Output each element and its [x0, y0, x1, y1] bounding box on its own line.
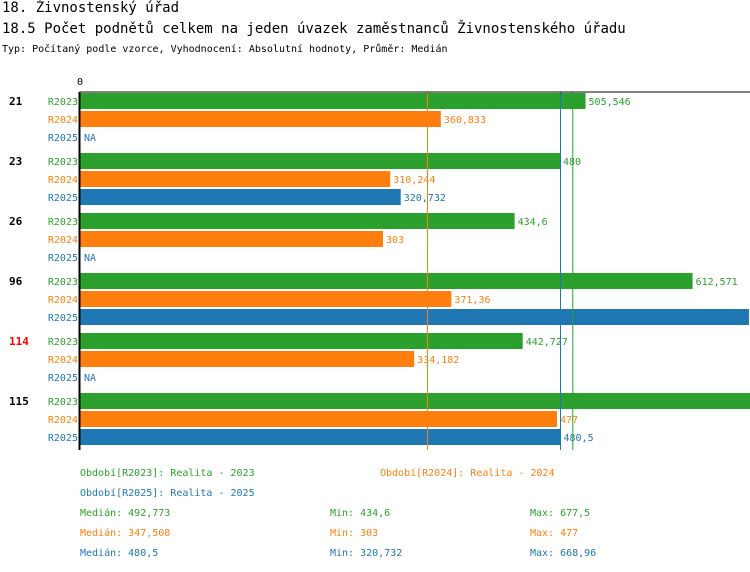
- group-label: 23: [9, 155, 22, 168]
- stat-min-r2025: Min: 320,732: [330, 548, 403, 559]
- series-label: R2023: [48, 337, 78, 348]
- series-label: R2023: [48, 97, 78, 108]
- bar-value-label: 477: [560, 415, 578, 426]
- series-label: R2023: [48, 217, 78, 228]
- bar-r2024: [80, 351, 415, 367]
- bar-r2025: [80, 429, 561, 445]
- bar-value-label: 310,244: [393, 175, 435, 186]
- group-label: 114: [9, 335, 29, 348]
- bar-value-label: 505,546: [589, 97, 631, 108]
- bar-value-label: 371,36: [454, 295, 490, 306]
- bar-r2025: [80, 309, 749, 325]
- stat-median-r2023: Medián: 492,773: [80, 508, 171, 519]
- stat-min-r2024: Min: 303: [330, 528, 379, 539]
- bar-value-label: 303: [386, 235, 404, 246]
- bar-r2023: [80, 93, 586, 109]
- bar-value-label: 480: [563, 157, 581, 168]
- x-axis-zero-tick: 0: [77, 77, 83, 88]
- series-label: R2025: [48, 373, 78, 384]
- bar-r2025: [80, 189, 401, 205]
- legend-entry-r2024: Období[R2024]: Realita - 2024: [380, 468, 555, 479]
- series-label: R2025: [48, 133, 78, 144]
- bar-r2024: [80, 171, 391, 187]
- series-label: R2025: [48, 193, 78, 204]
- legend-entry-r2025: Období[R2025]: Realita - 2025: [80, 488, 255, 499]
- group-label: 21: [9, 95, 23, 108]
- bar-r2024: [80, 411, 557, 427]
- series-label: R2023: [48, 277, 78, 288]
- bar-value-label: NA: [84, 373, 96, 384]
- bar-value-label: NA: [84, 133, 96, 144]
- stat-max-r2023: Max: 677,5: [530, 508, 591, 519]
- bar-r2023: [80, 213, 515, 229]
- group-label: 96: [9, 275, 23, 288]
- bar-value-label: 334,182: [417, 355, 459, 366]
- series-label: R2024: [48, 115, 78, 126]
- series-label: R2024: [48, 175, 78, 186]
- bar-value-label: 480,5: [564, 433, 594, 444]
- series-label: R2025: [48, 253, 78, 264]
- stat-min-r2023: Min: 434,6: [330, 508, 391, 519]
- bar-r2023: [80, 153, 560, 169]
- series-label: R2025: [48, 313, 78, 324]
- bar-r2024: [80, 111, 441, 127]
- bar-r2023: [80, 393, 750, 409]
- bar-r2024: [80, 291, 452, 307]
- stat-median-r2025: Medián: 480,5: [80, 548, 159, 559]
- bar-value-label: 612,571: [696, 277, 738, 288]
- series-label: R2024: [48, 295, 78, 306]
- bar-value-label: 360,833: [444, 115, 486, 126]
- bar-value-label: 434,6: [518, 217, 548, 228]
- series-label: R2024: [48, 415, 78, 426]
- bar-r2023: [80, 333, 523, 349]
- stat-max-r2025: Max: 668,96: [530, 548, 597, 559]
- series-label: R2024: [48, 235, 78, 246]
- series-label: R2025: [48, 433, 78, 444]
- page-title: 18. Živnostenský úřad: [2, 0, 180, 16]
- bar-value-label: NA: [84, 253, 96, 264]
- bar-value-label: 320,732: [404, 193, 446, 204]
- group-label: 115: [9, 395, 29, 408]
- bar-r2024: [80, 231, 383, 247]
- bar-r2023: [80, 273, 693, 289]
- series-label: R2023: [48, 157, 78, 168]
- stat-max-r2024: Max: 477: [530, 528, 579, 539]
- bar-value-label: 442,727: [526, 337, 568, 348]
- chart-subtitle: 18.5 Počet podnětů celkem na jeden úvaze…: [2, 21, 626, 37]
- stat-median-r2024: Medián: 347,508: [80, 528, 171, 539]
- chart-meta: Typ: Počítaný podle vzorce, Vyhodnocení:…: [2, 44, 448, 55]
- legend-entry-r2023: Období[R2023]: Realita - 2023: [80, 468, 255, 479]
- group-label: 26: [9, 215, 23, 228]
- series-label: R2023: [48, 397, 78, 408]
- series-label: R2024: [48, 355, 78, 366]
